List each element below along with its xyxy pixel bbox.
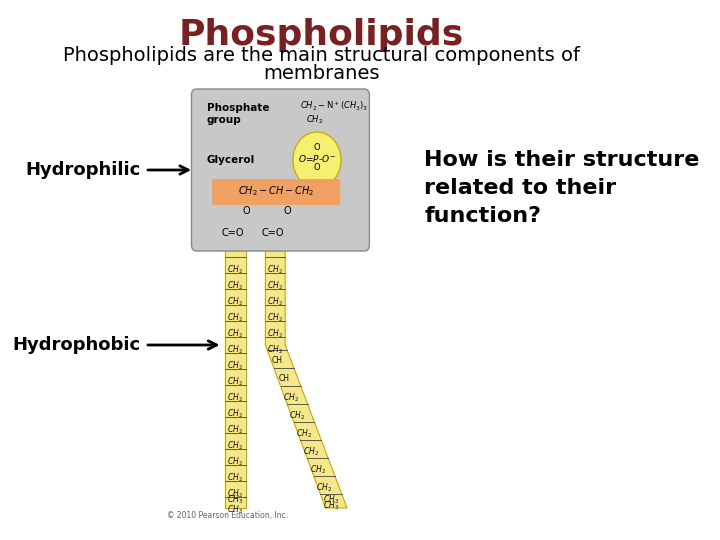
Text: $CH_2 - \mathregular{N}^+(CH_3)_3$: $CH_2 - \mathregular{N}^+(CH_3)_3$ <box>300 100 368 113</box>
Text: © 2010 Pearson Education, Inc.: © 2010 Pearson Education, Inc. <box>166 511 287 520</box>
Text: $CH_2$: $CH_2$ <box>228 391 243 403</box>
FancyBboxPatch shape <box>192 89 369 251</box>
Text: $CH_3$: $CH_3$ <box>228 503 243 516</box>
Text: $CH_2$: $CH_2$ <box>296 428 312 441</box>
Text: O: O <box>314 144 320 152</box>
Text: $CH_3$: $CH_3$ <box>228 494 243 507</box>
Text: Phosphate
group: Phosphate group <box>207 103 269 125</box>
Text: $CH_2$: $CH_2$ <box>228 311 243 323</box>
Text: Hydrophilic: Hydrophilic <box>25 161 141 179</box>
Text: $CH_2$: $CH_2$ <box>228 359 243 372</box>
Text: $CH_2$: $CH_2$ <box>228 263 243 275</box>
Text: $CH_2$: $CH_2$ <box>267 311 283 323</box>
Text: $CH_2$: $CH_2$ <box>310 464 325 476</box>
Text: How is their structure
related to their
function?: How is their structure related to their … <box>424 150 700 226</box>
Text: C=O: C=O <box>222 228 244 238</box>
Text: $CH_2 - CH - CH_2$: $CH_2 - CH - CH_2$ <box>238 184 315 198</box>
Text: O=P-O$^-$: O=P-O$^-$ <box>298 152 336 164</box>
Text: $CH_2$: $CH_2$ <box>303 446 319 458</box>
Text: CH: CH <box>279 374 289 383</box>
Text: $CH_2$: $CH_2$ <box>267 343 283 355</box>
Text: Phospholipids are the main structural components of: Phospholipids are the main structural co… <box>63 46 580 65</box>
Text: $CH_3$: $CH_3$ <box>323 500 339 512</box>
Text: Phospholipids: Phospholipids <box>179 18 464 52</box>
Text: O: O <box>243 206 251 216</box>
Text: C=O: C=O <box>261 228 284 238</box>
Text: $CH_2$: $CH_2$ <box>228 343 243 355</box>
Text: CH: CH <box>271 356 283 365</box>
Text: Hydrophobic: Hydrophobic <box>13 336 141 354</box>
Text: membranes: membranes <box>263 64 379 83</box>
Text: $CH_2$: $CH_2$ <box>267 295 283 307</box>
Circle shape <box>293 132 341 188</box>
Text: $CH_2$: $CH_2$ <box>267 327 283 340</box>
Polygon shape <box>266 243 347 508</box>
FancyBboxPatch shape <box>212 179 340 205</box>
Text: $CH_2$: $CH_2$ <box>228 439 243 451</box>
Text: $CH_2$: $CH_2$ <box>289 410 305 422</box>
Text: $CH_2$: $CH_2$ <box>267 263 283 275</box>
Text: $CH_2$: $CH_2$ <box>228 471 243 483</box>
Text: O: O <box>283 206 291 216</box>
Text: $CH_2$: $CH_2$ <box>267 279 283 292</box>
Text: $CH_3$: $CH_3$ <box>323 494 339 507</box>
Text: $CH_2$: $CH_2$ <box>228 327 243 340</box>
Text: $CH_2$: $CH_2$ <box>316 482 333 495</box>
Text: $CH_2$: $CH_2$ <box>228 423 243 435</box>
Text: O: O <box>314 164 320 172</box>
Text: $CH_2$: $CH_2$ <box>306 113 323 125</box>
Text: $CH_2$: $CH_2$ <box>228 375 243 388</box>
Text: $CH_2$: $CH_2$ <box>228 295 243 307</box>
Text: $CH_2$: $CH_2$ <box>228 279 243 292</box>
Text: $CH_2$: $CH_2$ <box>228 407 243 420</box>
Polygon shape <box>225 243 246 508</box>
Text: $CH_2$: $CH_2$ <box>283 392 299 404</box>
Text: $CH_2$: $CH_2$ <box>228 487 243 500</box>
Text: Glycerol: Glycerol <box>207 155 255 165</box>
Text: $CH_2$: $CH_2$ <box>228 455 243 468</box>
